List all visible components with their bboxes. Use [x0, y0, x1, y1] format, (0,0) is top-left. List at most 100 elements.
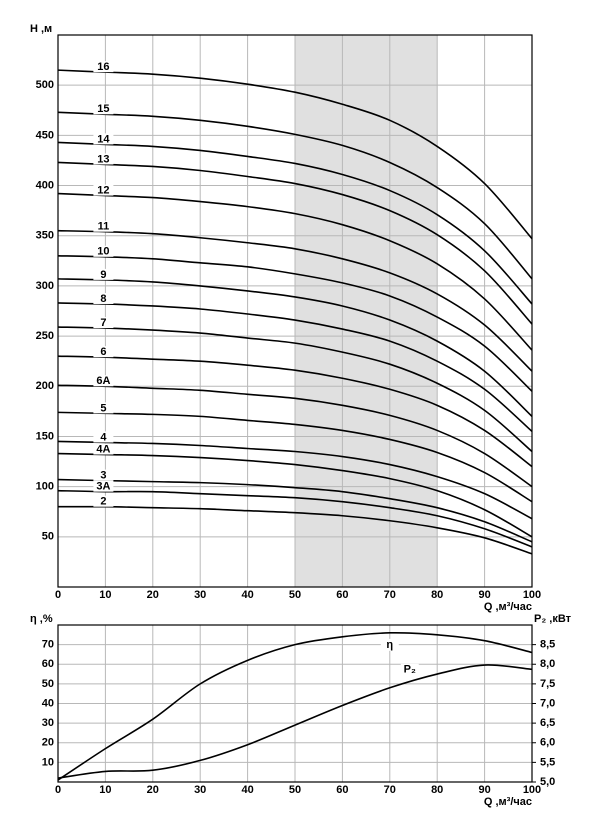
- x-tick-label: 30: [194, 784, 206, 796]
- series-label: 16: [97, 61, 109, 73]
- y2-tick-label: 8,0: [540, 658, 555, 670]
- label-bg: [93, 268, 114, 280]
- y-tick-label: 50: [42, 531, 54, 543]
- y-tick-label: 250: [36, 330, 54, 342]
- x-tick-label: 20: [147, 784, 159, 796]
- x-tick-label: 60: [336, 784, 348, 796]
- curve: [57, 452, 533, 538]
- y2-axis-label: P₂ ,кВт: [534, 613, 572, 625]
- label-bg: [93, 480, 114, 492]
- label-bg: [93, 292, 114, 304]
- series-label: 7: [100, 317, 106, 329]
- series-label: 12: [97, 184, 109, 196]
- series-label: 2: [100, 496, 106, 508]
- x-tick-label: 30: [194, 589, 206, 601]
- x-tick-label: 60: [336, 589, 348, 601]
- series-label: 15: [97, 103, 109, 115]
- label-bg: [93, 443, 114, 455]
- x-tick-label: 80: [431, 784, 443, 796]
- series-label: 14: [97, 133, 110, 145]
- series-label: 9: [100, 269, 106, 281]
- x-tick-label: 10: [99, 589, 111, 601]
- plot-frame: [57, 34, 533, 588]
- y-tick-label: 40: [42, 697, 54, 709]
- label-bg: [93, 220, 114, 232]
- curve: [57, 192, 533, 351]
- label-bg: [93, 61, 114, 73]
- x-tick-label: 90: [478, 589, 490, 601]
- curve: [57, 384, 533, 488]
- label-bg: [93, 495, 114, 507]
- y2-tick-label: 5,0: [540, 776, 555, 788]
- y2-tick-label: 6,0: [540, 737, 555, 749]
- y-tick-label: 10: [42, 756, 54, 768]
- y2-tick-label: 7,5: [540, 678, 555, 690]
- label-bg: [93, 184, 114, 196]
- y-axis-label: η ,%: [30, 613, 53, 625]
- series-label: η: [386, 639, 393, 651]
- y-tick-label: 300: [36, 280, 54, 292]
- x-tick-label: 100: [523, 784, 541, 796]
- x-tick-label: 50: [289, 589, 301, 601]
- series-label: 4: [100, 431, 107, 443]
- label-bg: [93, 103, 114, 115]
- series-label: 8: [100, 293, 106, 305]
- series-label: 3: [100, 470, 106, 482]
- label-bg: [400, 663, 419, 676]
- series-label: 13: [97, 153, 109, 165]
- series-label: 6A: [96, 375, 110, 387]
- x-tick-label: 0: [55, 589, 61, 601]
- curve: [57, 440, 533, 520]
- y-tick-label: 200: [36, 380, 54, 392]
- y-tick-label: 50: [42, 678, 54, 690]
- series-label: P₂: [404, 664, 416, 676]
- y2-tick-label: 7,0: [540, 697, 555, 709]
- series-label: 11: [98, 221, 110, 233]
- label-bg: [93, 431, 114, 443]
- series-label: 4A: [96, 443, 110, 455]
- y-tick-label: 60: [42, 658, 54, 670]
- y-axis-label: H ,м: [30, 23, 52, 35]
- x-tick-label: 50: [289, 784, 301, 796]
- curve: [57, 229, 533, 372]
- label-bg: [93, 346, 114, 358]
- y2-tick-label: 8,5: [540, 639, 555, 651]
- curve: [57, 355, 533, 468]
- curve: [57, 664, 533, 779]
- x-axis-label: Q ,м³/час: [484, 601, 532, 613]
- x-tick-label: 40: [241, 589, 253, 601]
- y2-tick-label: 6,5: [540, 717, 555, 729]
- series-label: 3A: [96, 481, 110, 493]
- x-axis-label: Q ,м³/час: [484, 796, 532, 808]
- x-tick-label: 70: [384, 589, 396, 601]
- x-tick-label: 90: [478, 784, 490, 796]
- x-tick-label: 10: [99, 784, 111, 796]
- curve: [57, 631, 533, 781]
- label-bg: [93, 469, 114, 481]
- y-tick-label: 100: [36, 481, 54, 493]
- x-tick-label: 20: [147, 589, 159, 601]
- curve: [57, 326, 533, 453]
- curve: [57, 505, 533, 555]
- y-tick-label: 70: [42, 639, 54, 651]
- label-bg: [93, 402, 114, 414]
- series-label: 6: [100, 346, 106, 358]
- curve: [57, 255, 533, 392]
- x-tick-label: 40: [241, 784, 253, 796]
- curve: [57, 489, 533, 548]
- y2-tick-label: 5,5: [540, 756, 555, 768]
- y-tick-label: 30: [42, 717, 54, 729]
- label-bg: [93, 133, 114, 145]
- curve: [57, 111, 533, 280]
- y-tick-label: 150: [36, 430, 54, 442]
- curve: [57, 69, 533, 240]
- curve: [57, 161, 533, 325]
- y-tick-label: 450: [36, 129, 54, 141]
- label-bg: [93, 375, 114, 387]
- y-tick-label: 500: [36, 79, 54, 91]
- curve: [57, 302, 533, 433]
- curve: [57, 411, 533, 503]
- label-bg: [93, 245, 114, 257]
- x-tick-label: 0: [55, 784, 61, 796]
